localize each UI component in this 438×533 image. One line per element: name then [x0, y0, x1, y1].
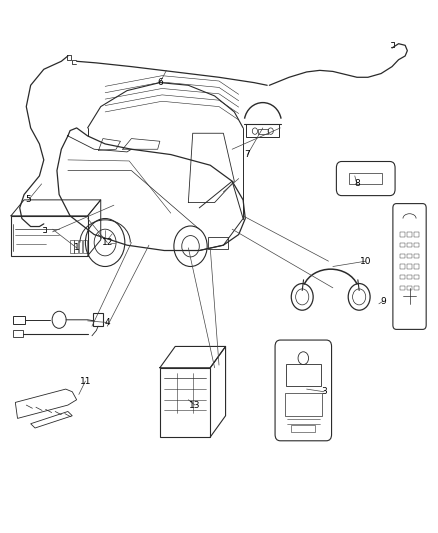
- Bar: [414, 254, 419, 258]
- Bar: [400, 232, 405, 237]
- Bar: [83, 240, 87, 253]
- Bar: [400, 275, 405, 279]
- Text: 7: 7: [244, 150, 251, 159]
- Bar: [407, 286, 412, 290]
- Bar: [407, 264, 412, 269]
- Bar: [160, 368, 210, 437]
- Text: 5: 5: [25, 196, 32, 204]
- Bar: [208, 237, 228, 249]
- Bar: [400, 243, 405, 247]
- Text: 12: 12: [102, 238, 113, 247]
- Bar: [414, 232, 419, 237]
- Bar: [407, 243, 412, 247]
- Bar: [11, 216, 88, 256]
- Text: 13: 13: [189, 401, 201, 409]
- Text: 4: 4: [105, 318, 110, 327]
- Bar: [349, 173, 382, 184]
- Text: 10: 10: [360, 257, 371, 265]
- Bar: [407, 254, 412, 258]
- Text: 3: 3: [321, 387, 327, 396]
- Text: 1: 1: [74, 244, 80, 252]
- Bar: [407, 232, 412, 237]
- Bar: [74, 240, 78, 253]
- Bar: [13, 330, 23, 337]
- Text: 6: 6: [157, 78, 163, 87]
- Bar: [414, 264, 419, 269]
- Bar: [291, 425, 315, 432]
- Bar: [70, 240, 74, 253]
- Text: 11: 11: [80, 377, 91, 385]
- Bar: [400, 286, 405, 290]
- Bar: [400, 254, 405, 258]
- Text: 9: 9: [380, 297, 386, 305]
- Bar: [286, 364, 321, 386]
- Bar: [13, 316, 25, 324]
- Bar: [79, 240, 82, 253]
- Bar: [400, 264, 405, 269]
- Bar: [414, 286, 419, 290]
- Bar: [407, 275, 412, 279]
- Bar: [414, 275, 419, 279]
- Bar: [246, 124, 279, 137]
- Bar: [93, 313, 103, 326]
- Bar: [285, 393, 322, 416]
- Bar: [414, 243, 419, 247]
- Text: 8: 8: [354, 180, 360, 188]
- Bar: [258, 129, 268, 134]
